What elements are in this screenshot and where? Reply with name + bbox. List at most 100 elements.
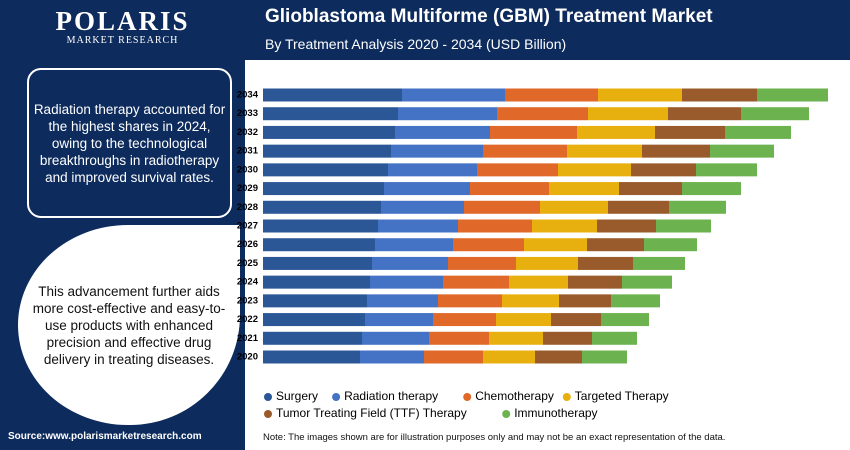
- y-tick-label: 2029: [237, 183, 258, 194]
- bar-segment: [668, 107, 741, 121]
- bar-segment: [395, 125, 490, 139]
- legend-label: Targeted Therapy: [575, 389, 669, 403]
- bar-segment: [696, 163, 757, 177]
- bar-segment: [502, 294, 559, 308]
- bar-segment: [588, 107, 668, 121]
- bar-segment: [362, 331, 429, 345]
- bar-segment: [559, 294, 611, 308]
- legend-marker: [332, 393, 341, 401]
- legend-label: Immunotherapy: [514, 406, 597, 420]
- bar-segment: [551, 313, 601, 327]
- bar-segment: [263, 313, 365, 327]
- bar-segment: [263, 182, 384, 196]
- bar-segment: [568, 275, 622, 289]
- header: Glioblastoma Multiforme (GBM) Treatment …: [245, 0, 850, 60]
- bar-segment: [378, 219, 458, 233]
- bar-segment: [558, 163, 631, 177]
- bar-segment: [682, 88, 757, 102]
- bar-segment: [443, 275, 509, 289]
- bar-segment: [263, 200, 381, 214]
- bar-segment: [464, 200, 540, 214]
- bar-segment: [741, 107, 809, 121]
- bar-segment: [490, 125, 577, 139]
- bar-segment: [375, 238, 453, 252]
- bar-segment: [360, 350, 424, 364]
- bar-segment: [578, 256, 633, 270]
- bar-segment: [608, 200, 669, 214]
- bar-segment: [582, 350, 627, 364]
- legend-label: Chemotherapy: [475, 389, 554, 403]
- legend-marker: [502, 410, 511, 418]
- bar-segment: [263, 238, 375, 252]
- bar-segment: [424, 350, 483, 364]
- logo: POLARIS MARKET RESEARCH: [0, 6, 245, 46]
- bar-segment: [263, 163, 388, 177]
- bar-segment: [598, 88, 682, 102]
- legend-marker: [264, 410, 272, 418]
- legend-label: Surgery: [276, 389, 318, 403]
- bar-segment: [470, 182, 549, 196]
- bar-segment: [263, 144, 391, 158]
- bar-segment: [388, 163, 477, 177]
- bar-segment: [263, 275, 370, 289]
- bar-segment: [592, 331, 637, 345]
- bar-segment: [611, 294, 660, 308]
- bar-segment: [483, 350, 535, 364]
- bar-segment: [365, 313, 433, 327]
- legend-marker: [264, 393, 272, 401]
- bar-segment: [477, 163, 558, 177]
- bar-segment: [619, 182, 682, 196]
- bar-segment: [622, 275, 672, 289]
- bar-segment: [370, 275, 443, 289]
- bar-segment: [367, 294, 438, 308]
- bar-segment: [263, 88, 402, 102]
- y-tick-label: 2030: [237, 164, 258, 175]
- bar-segment: [263, 294, 367, 308]
- y-tick-label: 2032: [237, 127, 258, 138]
- bar-segment: [263, 107, 398, 121]
- chart-subtitle: By Treatment Analysis 2020 - 2034 (USD B…: [265, 36, 567, 52]
- bar-segment: [381, 200, 464, 214]
- bar-segment: [642, 144, 710, 158]
- bar-segment: [543, 331, 592, 345]
- y-tick-label: 2022: [237, 314, 258, 325]
- bar-segment: [682, 182, 741, 196]
- y-tick-label: 2028: [237, 202, 258, 213]
- bar-segment: [535, 350, 582, 364]
- chart-title: Glioblastoma Multiforme (GBM) Treatment …: [265, 6, 713, 27]
- bar-segment: [757, 88, 828, 102]
- bar-segment: [524, 238, 587, 252]
- bar-segment: [263, 350, 360, 364]
- bar-segment: [496, 313, 551, 327]
- bar-segment: [263, 331, 362, 345]
- logo-tagline: MARKET RESEARCH: [66, 35, 179, 46]
- bar-segment: [567, 144, 642, 158]
- bar-segment: [384, 182, 470, 196]
- y-tick-label: 2026: [237, 239, 258, 250]
- y-tick-label: 2023: [237, 295, 258, 306]
- bar-segment: [433, 313, 496, 327]
- bar-segment: [263, 125, 395, 139]
- bar-segment: [644, 238, 697, 252]
- legend-label: Tumor Treating Field (TTF) Therapy: [276, 406, 467, 420]
- highlight-box: Radiation therapy accounted for the high…: [27, 68, 232, 218]
- y-tick-label: 2021: [237, 333, 259, 344]
- bar-segment: [577, 125, 655, 139]
- info-text: This advancement further aids more cost-…: [32, 283, 226, 367]
- bar-segment: [448, 256, 516, 270]
- y-tick-label: 2027: [237, 221, 258, 232]
- bar-segment: [597, 219, 656, 233]
- bar-segment: [587, 238, 644, 252]
- bar-segment: [263, 219, 378, 233]
- bar-segment: [509, 275, 568, 289]
- bar-segment: [372, 256, 448, 270]
- bar-segment: [656, 219, 711, 233]
- bar-segment: [402, 88, 505, 102]
- bar-segment: [497, 107, 588, 121]
- y-tick-label: 2031: [237, 146, 259, 157]
- bar-segment: [429, 331, 489, 345]
- y-tick-label: 2024: [237, 277, 259, 288]
- bar-segment: [669, 200, 726, 214]
- bar-segment: [398, 107, 497, 121]
